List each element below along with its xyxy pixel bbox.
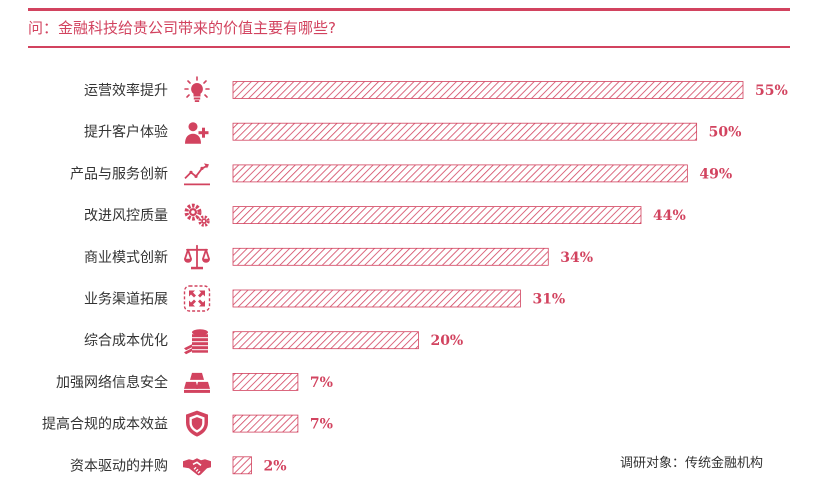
bar bbox=[232, 456, 252, 475]
bar-row: 改进风控质量 44% bbox=[84, 203, 686, 228]
bar-row: 商业模式创新 34% bbox=[84, 244, 593, 271]
bar bbox=[232, 372, 299, 391]
bar-row: 业务渠道拓展 31% bbox=[84, 285, 565, 312]
category-label: 商业模式创新 bbox=[84, 250, 168, 266]
user-plus-icon bbox=[185, 122, 209, 144]
value-label: 7% bbox=[310, 417, 333, 433]
category-label: 加强网络信息安全 bbox=[56, 374, 168, 391]
value-label: 7% bbox=[310, 375, 333, 391]
question-title: 问：金融科技给贵公司带来的价值主要有哪些? bbox=[28, 19, 336, 37]
value-label: 34% bbox=[560, 250, 593, 266]
category-label: 提高合规的成本效益 bbox=[42, 416, 168, 433]
category-label: 资本驱动的并购 bbox=[70, 458, 168, 474]
value-label: 2% bbox=[264, 458, 287, 474]
bar-row: 加强网络信息安全 7% bbox=[56, 372, 333, 393]
gold-bars-icon bbox=[184, 372, 210, 393]
trend-line-icon bbox=[183, 162, 211, 186]
category-label: 产品与服务创新 bbox=[70, 166, 168, 182]
category-label: 改进风控质量 bbox=[84, 208, 168, 224]
handshake-icon bbox=[182, 457, 212, 477]
value-label: 50% bbox=[709, 125, 742, 141]
bar-row: 运营效率提升 55% bbox=[84, 76, 788, 103]
source-note: 调研对象：传统金融机构 bbox=[620, 456, 764, 471]
value-label: 49% bbox=[699, 166, 732, 182]
value-label: 44% bbox=[653, 208, 686, 224]
bar bbox=[232, 414, 299, 433]
bar-row: 提升客户体验 50% bbox=[84, 122, 741, 144]
gears-icon bbox=[184, 203, 211, 228]
bar bbox=[232, 289, 521, 308]
bar-row: 产品与服务创新 49% bbox=[70, 162, 732, 186]
bar-row: 资本驱动的并购 2% bbox=[70, 456, 287, 477]
bar bbox=[232, 331, 419, 350]
top-rule bbox=[28, 8, 790, 11]
title-rule bbox=[28, 46, 790, 48]
value-label: 55% bbox=[755, 83, 788, 99]
category-label: 综合成本优化 bbox=[84, 333, 168, 349]
coin-stack-icon bbox=[184, 329, 208, 355]
expand-arrows-icon bbox=[183, 285, 211, 312]
category-label: 运营效率提升 bbox=[84, 82, 168, 99]
lightbulb-icon bbox=[184, 76, 210, 103]
value-label: 20% bbox=[430, 333, 463, 349]
category-label: 提升客户体验 bbox=[84, 124, 168, 141]
bar-row: 提高合规的成本效益 7% bbox=[42, 410, 333, 437]
bar bbox=[232, 122, 698, 141]
value-label: 31% bbox=[532, 292, 565, 308]
category-label: 业务渠道拓展 bbox=[84, 292, 168, 308]
bar bbox=[232, 247, 549, 266]
bar-row: 综合成本优化 20% bbox=[84, 329, 463, 355]
bar bbox=[232, 164, 688, 183]
bar bbox=[232, 81, 744, 99]
scale-icon bbox=[183, 244, 211, 271]
bar bbox=[232, 206, 642, 225]
shield-icon bbox=[186, 410, 208, 437]
